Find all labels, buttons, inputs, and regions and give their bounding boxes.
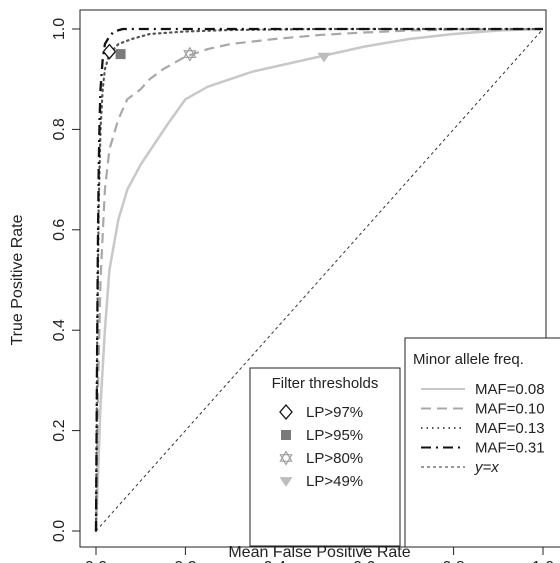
x-tick-label: 0.8	[442, 559, 464, 563]
y-tick-label: 0.0	[51, 520, 68, 542]
y-tick-label: 0.2	[51, 419, 68, 441]
star-marker-up	[279, 450, 293, 462]
y-axis-title: True Positive Rate	[9, 214, 26, 345]
threshold-marker-1	[102, 43, 117, 60]
legend-line-label: MAF=0.08	[475, 381, 545, 398]
legend-marker-2	[281, 430, 291, 440]
diamond-marker-shape	[102, 43, 117, 60]
reference-line-yx	[95, 28, 544, 532]
legend-marker-3	[279, 450, 293, 466]
threshold-marker-3	[183, 46, 197, 62]
y-tick-label: 1.0	[51, 18, 68, 40]
threshold-marker-2	[115, 49, 126, 60]
legend-marker-label: LP>80%	[306, 450, 363, 467]
y-tick-label: 0.6	[51, 219, 68, 241]
x-tick-label: 0.2	[174, 559, 196, 563]
x-tick-label: 0.6	[353, 559, 375, 563]
x-tick-label: 1.0	[532, 559, 554, 563]
square-marker-shape	[115, 49, 126, 60]
square-marker-shape	[281, 430, 291, 440]
diamond-marker-shape	[279, 404, 293, 420]
y-tick-label: 0.8	[51, 118, 68, 140]
star-marker-down	[279, 454, 293, 466]
legend-filter-title: Filter thresholds	[272, 375, 379, 392]
legend-line-label: MAF=0.10	[475, 401, 545, 418]
series-line-4	[94, 27, 543, 532]
legend-filter-thresholds	[249, 367, 401, 547]
legend-line-label: y=x	[474, 459, 499, 476]
x-tick-label: 0.4	[264, 559, 286, 563]
triangle-marker-shape	[317, 52, 331, 63]
legend-marker-label: LP>97%	[306, 404, 363, 421]
legend-line-label: MAF=0.13	[475, 420, 545, 437]
series-line-1	[94, 27, 544, 532]
legend-maf-title: Minor allele freq.	[413, 351, 524, 368]
legend-marker-1	[279, 404, 293, 420]
plot-area	[94, 27, 545, 533]
star-marker-down	[183, 50, 197, 62]
y-tick-label: 0.4	[51, 319, 68, 341]
x-axis-title: Mean False Positive Rate	[228, 544, 410, 561]
legends: Filter thresholds LP>97% LP>95% LP>80% LP>49…	[249, 337, 560, 548]
legend-marker-label: LP>49%	[306, 473, 363, 490]
series-line-2	[94, 27, 544, 532]
legend-marker-label: LP>95%	[306, 427, 363, 444]
star-marker-up	[183, 46, 197, 58]
axes: 0.0 0.2 0.4 0.6 0.8 1.0 0.0 0.2 0.4 0.6 0.8 1.0	[51, 9, 554, 563]
legend-minor-allele-freq	[404, 337, 560, 548]
threshold-marker-4	[317, 52, 331, 63]
triangle-marker-shape	[279, 477, 293, 487]
legend-line-label: MAF=0.31	[475, 440, 545, 457]
x-tick-label: 0.0	[85, 559, 107, 563]
legend-marker-4	[279, 477, 293, 487]
series-line-3	[94, 27, 545, 533]
